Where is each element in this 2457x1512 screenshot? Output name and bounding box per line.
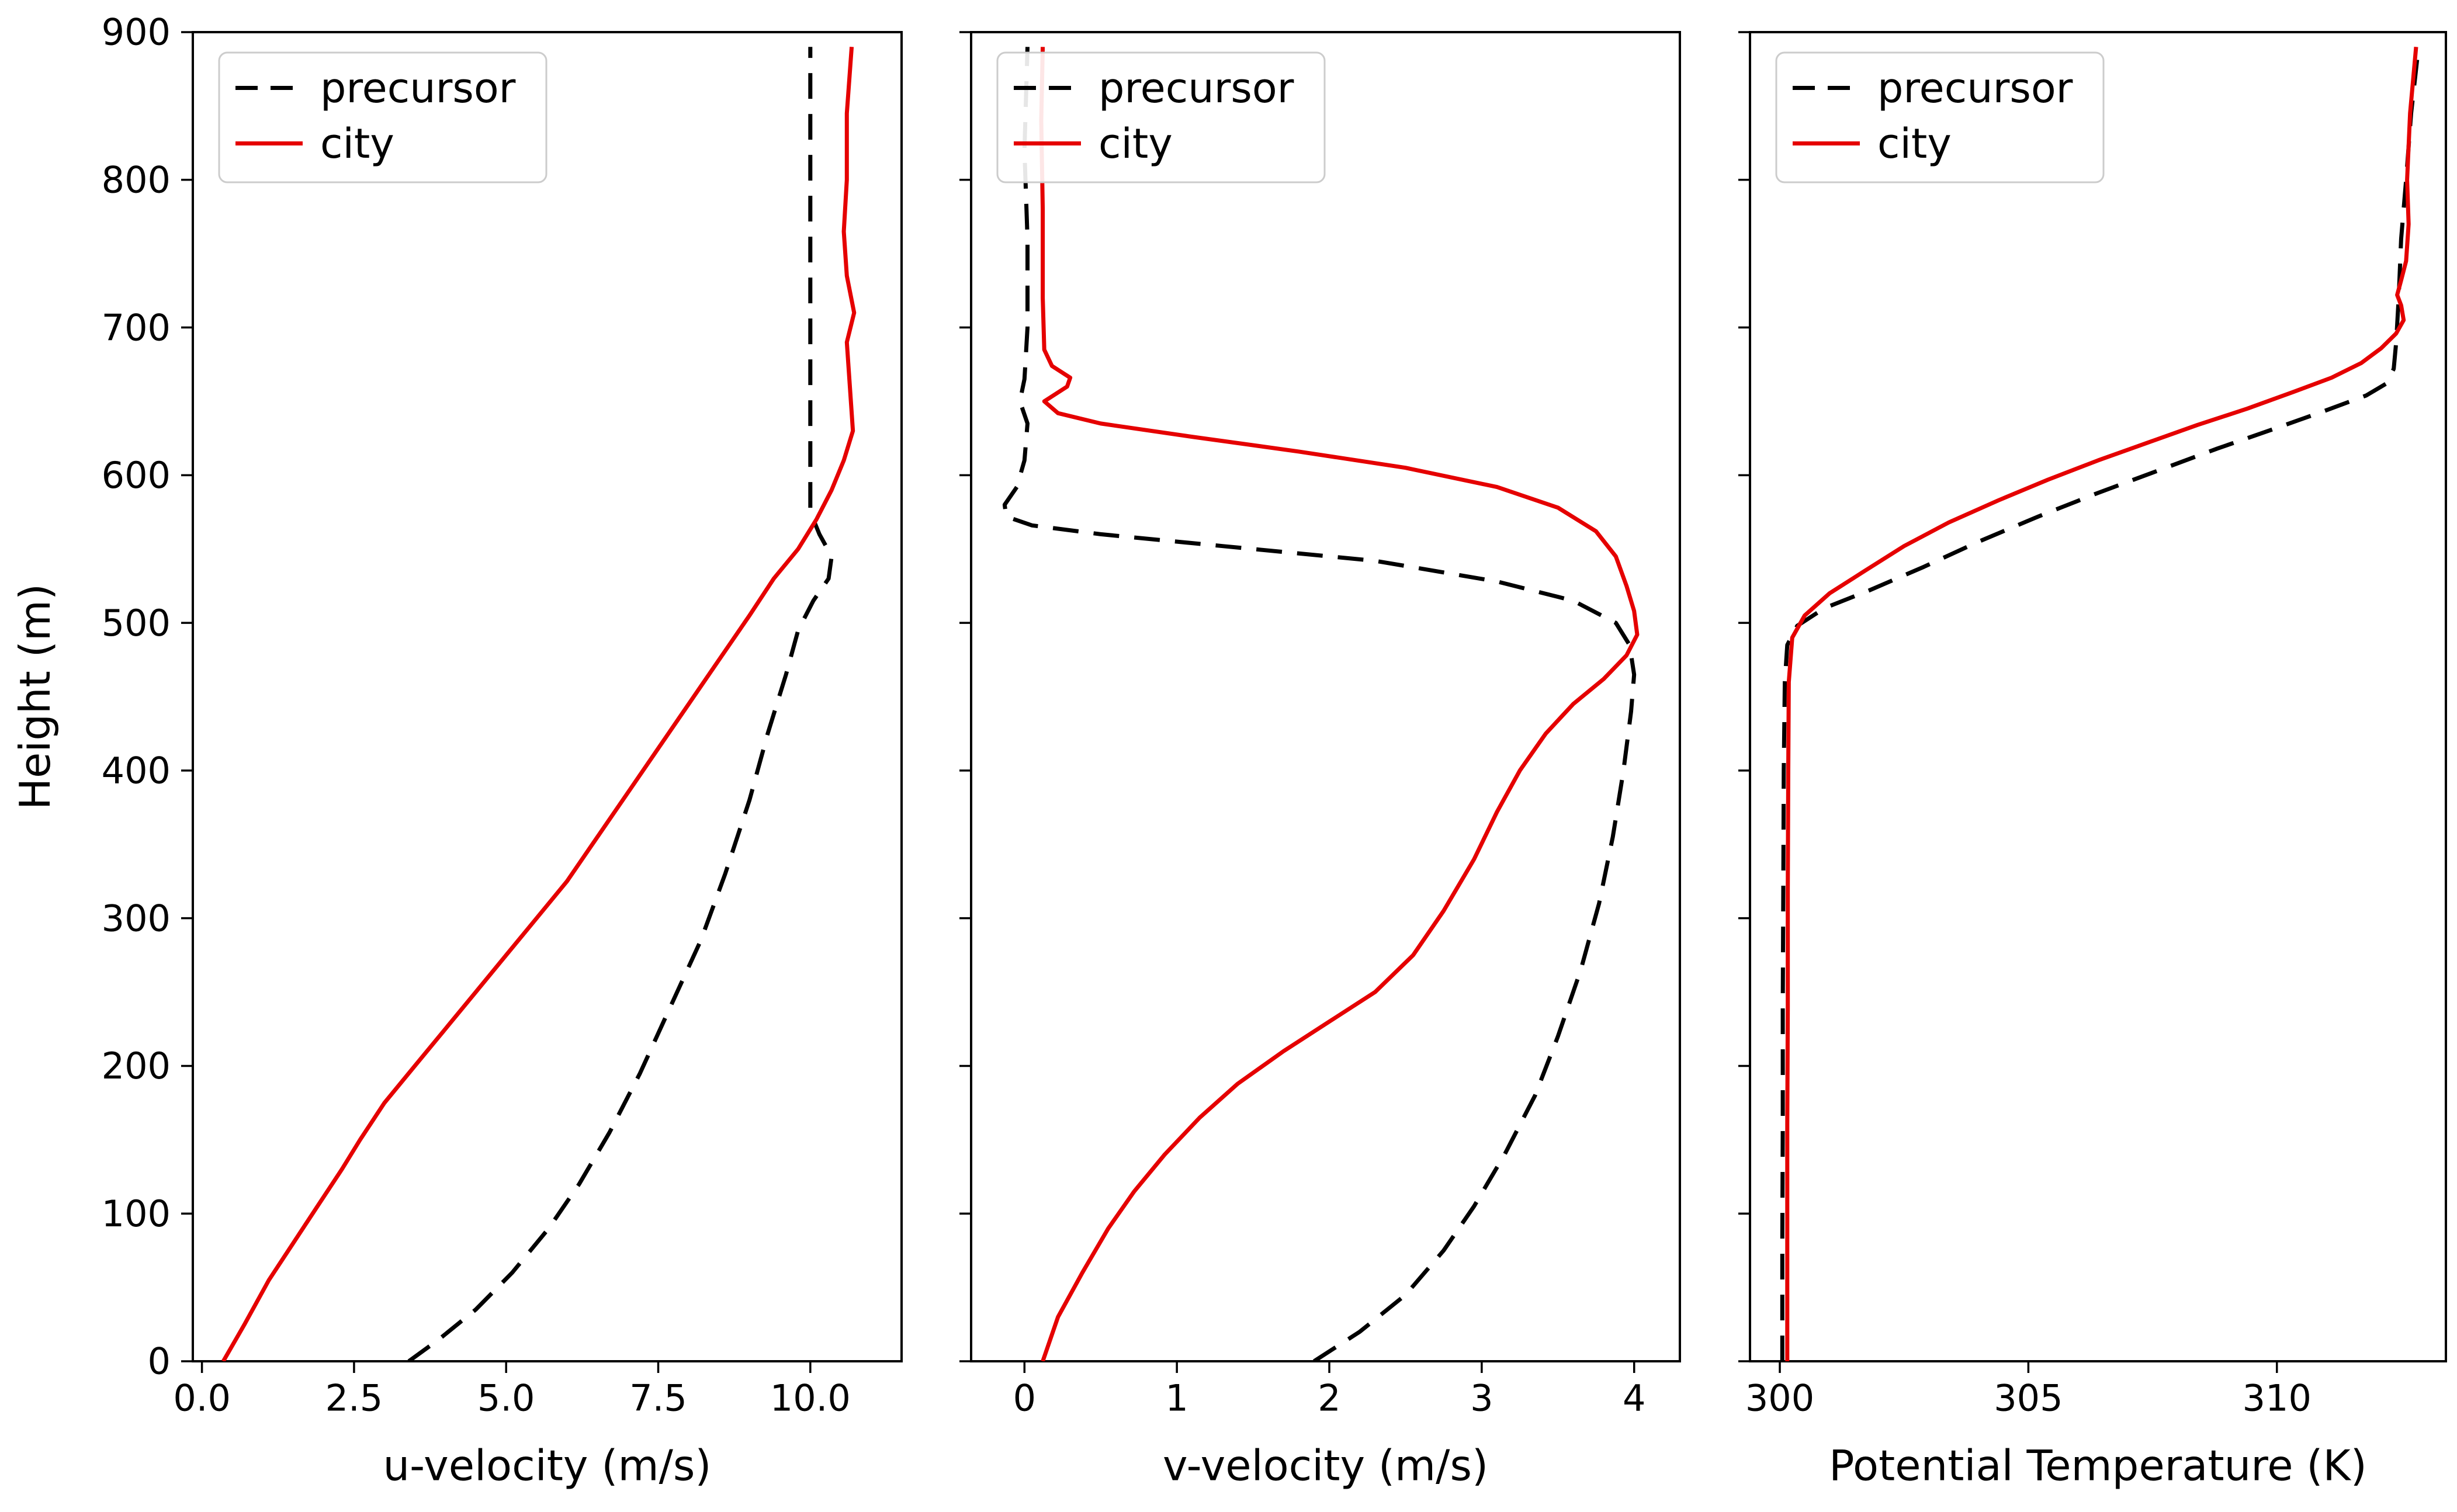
x-tick-label: 310 xyxy=(2243,1376,2312,1419)
x-tick-label: 5.0 xyxy=(477,1376,535,1419)
series-precursor xyxy=(1780,46,2421,1361)
legend-label-city: city xyxy=(1877,120,1952,168)
y-tick-label: 300 xyxy=(102,897,171,939)
legend-label-city: city xyxy=(320,120,394,168)
legend-label-precursor: precursor xyxy=(320,64,516,112)
axes-spines xyxy=(1749,31,2447,1362)
y-tick-label: 700 xyxy=(102,306,171,349)
legend-label-precursor: precursor xyxy=(1877,64,2073,112)
y-tick-label: 900 xyxy=(102,11,171,54)
panel-u-velocity: 0.0 2.5 5.0 7.5 10.0 0 100 200 300 400 500 600 700 80… xyxy=(11,11,903,1490)
legend-box xyxy=(1775,51,2105,183)
legend-box xyxy=(996,51,1326,183)
axes-spines xyxy=(970,31,1681,1362)
series-group xyxy=(1002,47,1640,1361)
series-city xyxy=(1785,46,2418,1361)
x-axis-label: Potential Temperature (K) xyxy=(1829,1441,2367,1490)
y-tick-label: 200 xyxy=(102,1045,171,1087)
series-group xyxy=(1780,46,2421,1361)
x-tick-label: 3 xyxy=(1470,1376,1493,1419)
y-tick-label: 0 xyxy=(148,1340,171,1383)
y-axis-label: Height (m) xyxy=(11,584,60,810)
x-tick-label: 2.5 xyxy=(325,1376,383,1419)
legend-label-city: city xyxy=(1098,120,1173,168)
x-tick-label: 7.5 xyxy=(629,1376,687,1419)
y-tick-label: 600 xyxy=(102,454,171,497)
series-city xyxy=(221,47,857,1361)
x-axis-label: v-velocity (m/s) xyxy=(1163,1441,1488,1490)
legend-box xyxy=(218,51,547,183)
series-precursor xyxy=(1002,47,1637,1361)
x-tick-label: 10.0 xyxy=(770,1376,851,1419)
legend-label-precursor: precursor xyxy=(1098,64,1294,112)
y-tick-label: 400 xyxy=(102,750,171,792)
legend: precursor city xyxy=(996,51,1326,183)
panel-potential-temperature: 300 305 310 Potential Temperature (K) precur… xyxy=(1738,31,2447,1490)
x-tick-label: 4 xyxy=(1623,1376,1645,1419)
y-tick-label: 500 xyxy=(102,602,171,644)
x-tick-label: 305 xyxy=(1994,1376,2063,1419)
series-precursor xyxy=(407,47,834,1361)
panel-v-velocity: 0 1 2 3 4 v-velocity (m/s) precursor city xyxy=(959,31,1681,1490)
x-tick-label: 2 xyxy=(1318,1376,1340,1419)
series-city xyxy=(1039,47,1640,1361)
x-tick-label: 1 xyxy=(1165,1376,1188,1419)
x-tick-label: 0 xyxy=(1013,1376,1036,1419)
y-tick-label: 800 xyxy=(102,158,171,201)
x-tick-label: 0.0 xyxy=(173,1376,231,1419)
y-tick-label: 100 xyxy=(102,1192,171,1235)
legend: precursor city xyxy=(218,51,547,183)
x-tick-label: 300 xyxy=(1745,1376,1814,1419)
legend: precursor city xyxy=(1775,51,2105,183)
axes-spines xyxy=(192,31,903,1362)
x-axis-label: u-velocity (m/s) xyxy=(383,1441,711,1490)
series-group xyxy=(221,47,857,1361)
